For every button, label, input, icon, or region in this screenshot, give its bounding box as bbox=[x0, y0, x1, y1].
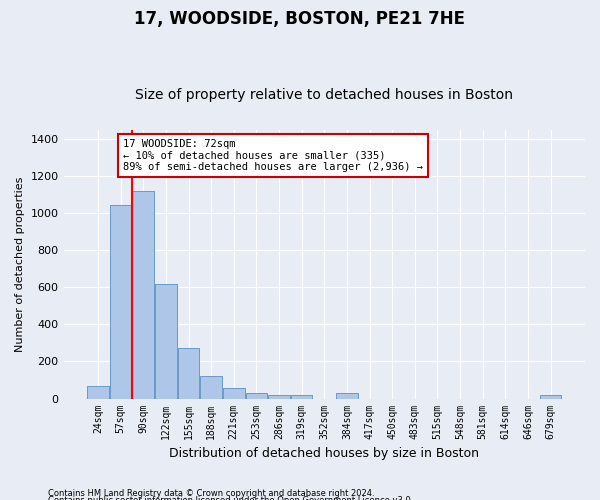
Bar bbox=[268, 395, 290, 398]
Text: 17 WOODSIDE: 72sqm
← 10% of detached houses are smaller (335)
89% of semi-detach: 17 WOODSIDE: 72sqm ← 10% of detached hou… bbox=[123, 139, 423, 172]
Bar bbox=[200, 376, 222, 398]
Bar bbox=[223, 388, 245, 398]
Bar bbox=[133, 191, 154, 398]
Bar bbox=[245, 393, 267, 398]
Bar bbox=[87, 386, 109, 398]
Text: Contains public sector information licensed under the Open Government Licence v3: Contains public sector information licen… bbox=[48, 496, 413, 500]
Bar bbox=[336, 393, 358, 398]
Text: Contains HM Land Registry data © Crown copyright and database right 2024.: Contains HM Land Registry data © Crown c… bbox=[48, 488, 374, 498]
Bar bbox=[155, 284, 176, 399]
Bar bbox=[110, 204, 131, 398]
Y-axis label: Number of detached properties: Number of detached properties bbox=[15, 176, 25, 352]
Bar bbox=[540, 395, 561, 398]
Title: Size of property relative to detached houses in Boston: Size of property relative to detached ho… bbox=[135, 88, 513, 102]
Bar bbox=[178, 348, 199, 399]
Text: 17, WOODSIDE, BOSTON, PE21 7HE: 17, WOODSIDE, BOSTON, PE21 7HE bbox=[134, 10, 466, 28]
X-axis label: Distribution of detached houses by size in Boston: Distribution of detached houses by size … bbox=[169, 447, 479, 460]
Bar bbox=[291, 395, 313, 398]
